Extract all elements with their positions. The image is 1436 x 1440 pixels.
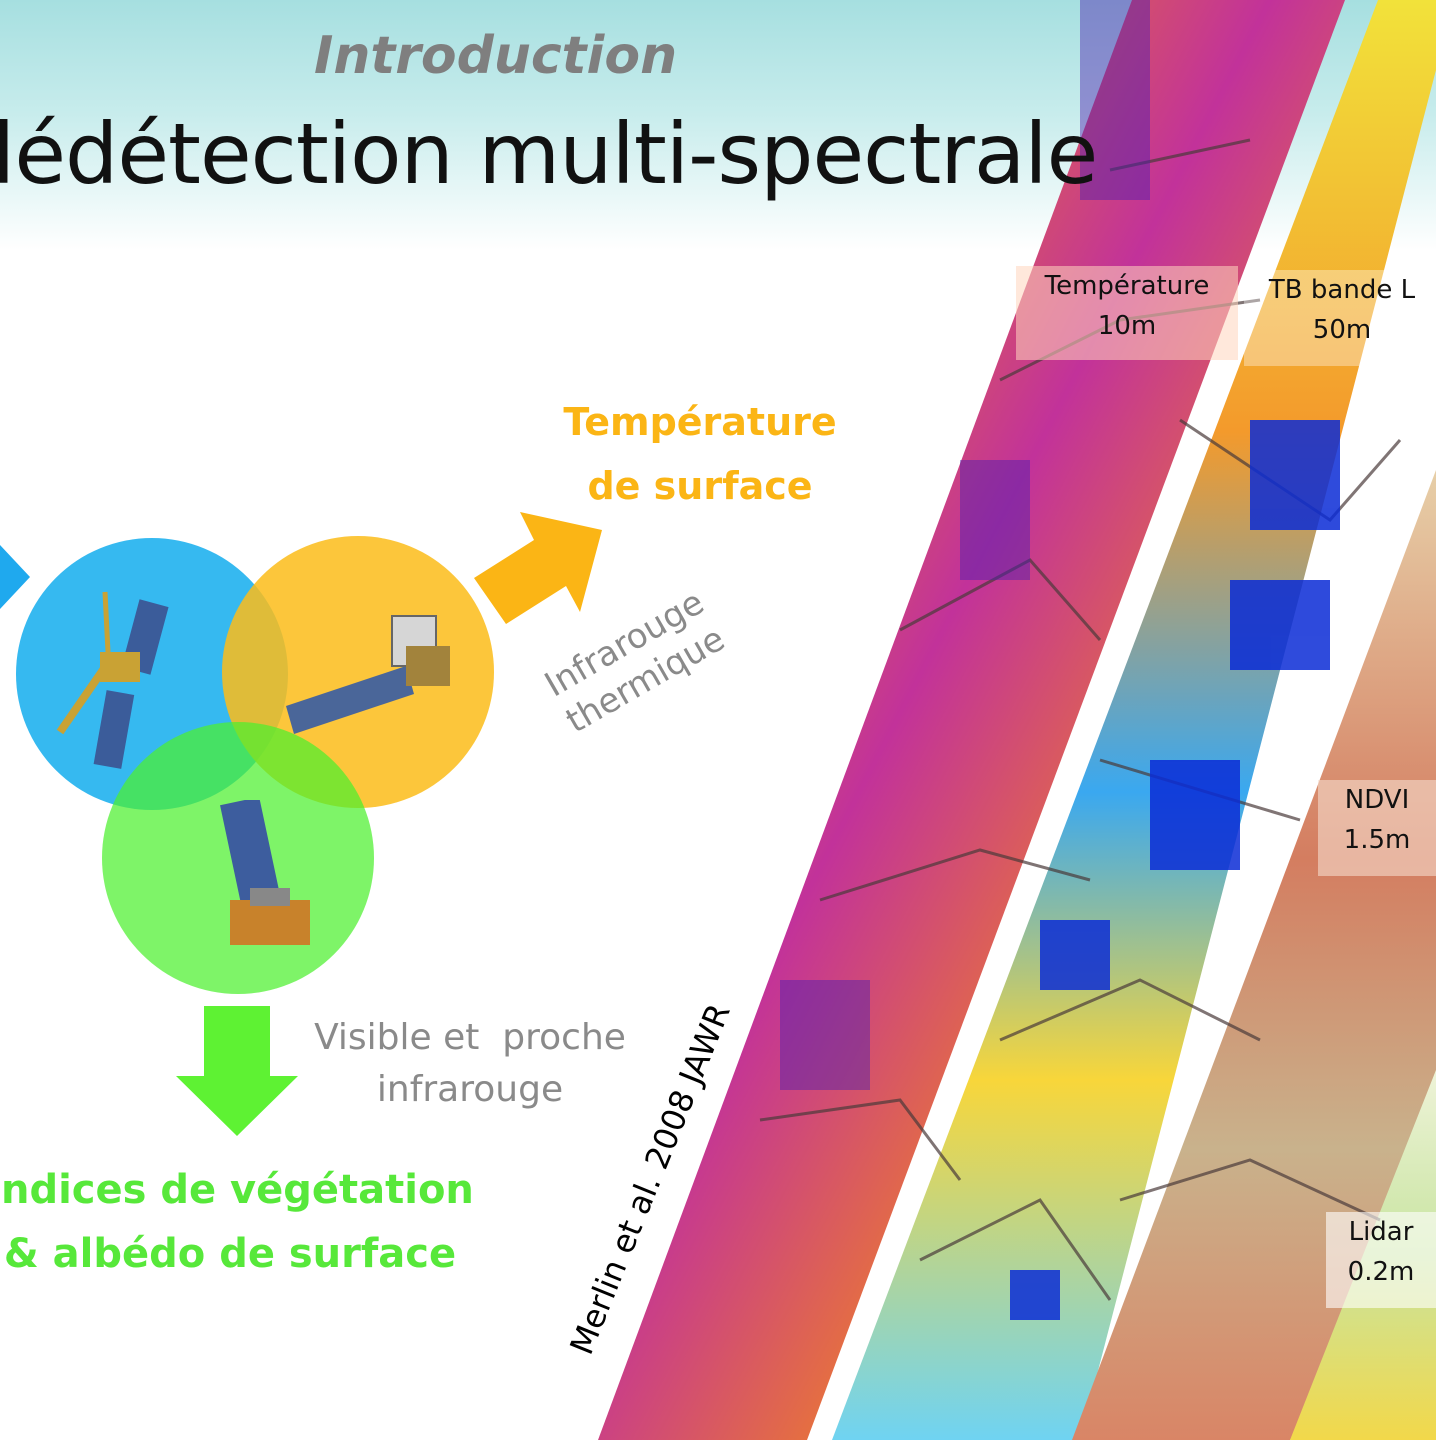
slide-subtitle: Introduction bbox=[314, 26, 678, 86]
temperature-strip bbox=[598, 0, 1345, 1440]
field-lines bbox=[759, 138, 1402, 1301]
surface-temperature-line-1: Température bbox=[563, 400, 837, 444]
temperature-strip-resolution: 10m bbox=[1097, 311, 1157, 341]
tb-strip-name: TB bande L bbox=[1268, 275, 1416, 305]
blue-arrow-tip bbox=[0, 545, 30, 609]
green-arrow-icon bbox=[176, 1006, 298, 1136]
tb-strip-resolution: 50m bbox=[1312, 315, 1372, 345]
visible-note-line-2: infrarouge bbox=[376, 1069, 564, 1110]
temperature-strip-label: Température 10m bbox=[1016, 266, 1238, 360]
tb-blue-patches bbox=[1010, 420, 1340, 1320]
vegetation-line-1: Indices de végétation bbox=[0, 1167, 474, 1213]
orange-arrow-icon bbox=[474, 512, 602, 624]
vegetation-line-2: & albédo de surface bbox=[3, 1231, 457, 1277]
ndvi-strip-label: NDVI 1.5m bbox=[1318, 780, 1436, 876]
surface-temperature-label: Température de surface bbox=[520, 390, 880, 518]
ndvi-strip-resolution: 1.5m bbox=[1343, 825, 1411, 855]
satellite-3-icon bbox=[220, 800, 310, 945]
lidar-strip-resolution: 0.2m bbox=[1347, 1257, 1415, 1287]
visible-note-line-1: Visible et proche bbox=[314, 1017, 626, 1058]
lidar-strip-label: Lidar 0.2m bbox=[1326, 1212, 1436, 1308]
surface-temperature-line-2: de surface bbox=[587, 464, 813, 508]
temperature-dark-patches bbox=[780, 0, 1150, 1090]
tb-l-band-strip bbox=[832, 0, 1436, 1440]
vegetation-indices-label: Indices de végétation & albédo de surfac… bbox=[0, 1158, 480, 1286]
temperature-strip-name: Température bbox=[1044, 271, 1210, 301]
ndvi-strip bbox=[1072, 470, 1436, 1440]
satellite-1-icon bbox=[56, 591, 169, 769]
satellite-2-icon bbox=[286, 615, 450, 734]
ndvi-strip-name: NDVI bbox=[1344, 785, 1410, 815]
slide-title: lédétection multi-spectrale bbox=[0, 105, 1098, 203]
visible-nir-note: Visible et proche infrarouge bbox=[290, 1012, 650, 1116]
tb-strip-label: TB bande L 50m bbox=[1244, 270, 1436, 366]
lidar-strip-name: Lidar bbox=[1348, 1217, 1414, 1247]
